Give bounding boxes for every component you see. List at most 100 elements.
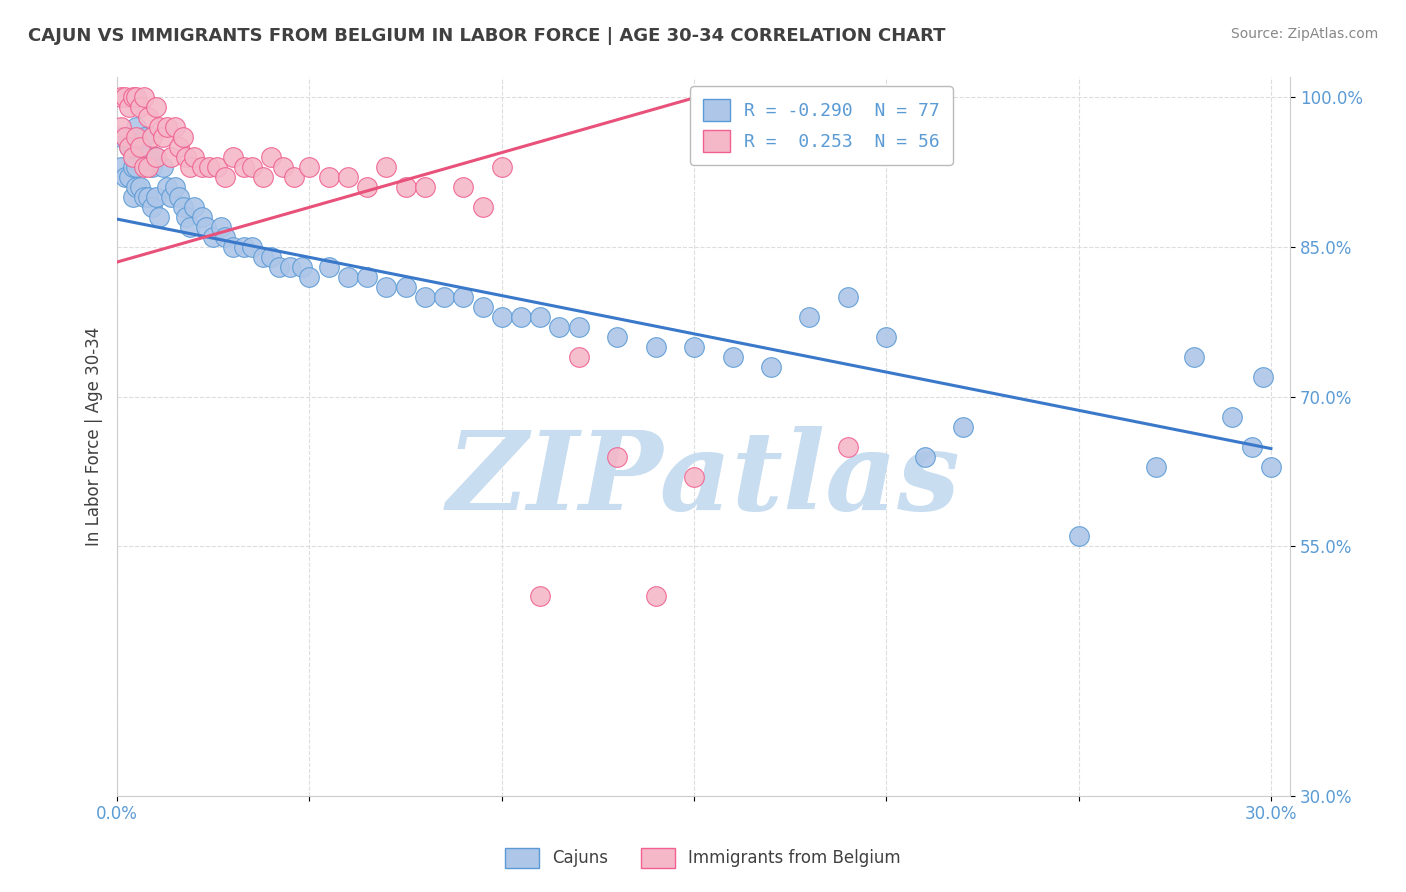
Point <box>148 210 170 224</box>
Point <box>471 300 494 314</box>
Point <box>198 160 221 174</box>
Point <box>271 160 294 174</box>
Point <box>214 230 236 244</box>
Point <box>110 130 132 145</box>
Point <box>336 270 359 285</box>
Point <box>837 440 859 454</box>
Legend: R = -0.290  N = 77, R =  0.253  N = 56: R = -0.290 N = 77, R = 0.253 N = 56 <box>690 87 953 165</box>
Point <box>160 150 183 164</box>
Point <box>214 170 236 185</box>
Point <box>110 120 132 135</box>
Point <box>152 160 174 174</box>
Point <box>394 280 416 294</box>
Point <box>606 450 628 464</box>
Point <box>453 290 475 304</box>
Point <box>132 90 155 104</box>
Point <box>375 160 398 174</box>
Point <box>433 290 456 304</box>
Point <box>145 100 167 114</box>
Point <box>240 240 263 254</box>
Point <box>125 120 148 135</box>
Point <box>453 180 475 194</box>
Point <box>205 160 228 174</box>
Point <box>260 150 283 164</box>
Point <box>156 180 179 194</box>
Point <box>209 220 232 235</box>
Point <box>129 100 152 114</box>
Point <box>145 190 167 204</box>
Y-axis label: In Labor Force | Age 30-34: In Labor Force | Age 30-34 <box>86 327 103 546</box>
Point <box>606 330 628 344</box>
Point <box>759 359 782 374</box>
Point <box>194 220 217 235</box>
Point <box>644 340 666 354</box>
Point <box>318 260 340 274</box>
Point <box>145 150 167 164</box>
Point <box>129 140 152 154</box>
Point <box>202 230 225 244</box>
Point <box>568 350 591 364</box>
Point <box>125 180 148 194</box>
Point <box>548 319 571 334</box>
Point <box>252 170 274 185</box>
Point <box>394 180 416 194</box>
Point <box>141 200 163 214</box>
Point <box>183 150 205 164</box>
Point <box>179 160 201 174</box>
Point <box>136 190 159 204</box>
Point <box>156 120 179 135</box>
Point <box>529 589 551 603</box>
Point <box>356 270 378 285</box>
Point <box>110 90 132 104</box>
Point <box>145 150 167 164</box>
Text: CAJUN VS IMMIGRANTS FROM BELGIUM IN LABOR FORCE | AGE 30-34 CORRELATION CHART: CAJUN VS IMMIGRANTS FROM BELGIUM IN LABO… <box>28 27 946 45</box>
Point <box>121 190 143 204</box>
Point <box>163 120 186 135</box>
Point <box>172 200 194 214</box>
Point <box>114 170 136 185</box>
Point <box>356 180 378 194</box>
Point <box>114 90 136 104</box>
Point <box>191 160 214 174</box>
Point <box>298 270 321 285</box>
Point <box>121 150 143 164</box>
Point <box>510 310 533 324</box>
Point <box>118 140 141 154</box>
Point <box>118 140 141 154</box>
Point <box>110 160 132 174</box>
Point <box>491 310 513 324</box>
Point <box>875 330 897 344</box>
Point <box>240 160 263 174</box>
Point <box>1260 459 1282 474</box>
Point <box>221 150 243 164</box>
Point <box>167 190 190 204</box>
Point <box>118 100 141 114</box>
Point <box>336 170 359 185</box>
Point <box>152 130 174 145</box>
Point <box>118 170 141 185</box>
Point <box>129 180 152 194</box>
Point <box>1067 529 1090 543</box>
Point <box>160 190 183 204</box>
Point <box>529 310 551 324</box>
Point <box>136 150 159 164</box>
Point <box>914 450 936 464</box>
Point <box>1251 369 1274 384</box>
Point <box>179 220 201 235</box>
Point <box>141 130 163 145</box>
Point <box>260 250 283 264</box>
Point <box>176 210 198 224</box>
Point <box>233 240 256 254</box>
Point <box>1182 350 1205 364</box>
Point <box>298 160 321 174</box>
Point <box>568 319 591 334</box>
Point <box>1222 409 1244 424</box>
Text: ZIPatlas: ZIPatlas <box>447 426 960 533</box>
Point <box>121 90 143 104</box>
Point <box>1144 459 1167 474</box>
Point <box>683 469 706 483</box>
Point <box>183 200 205 214</box>
Point <box>471 200 494 214</box>
Point <box>1240 440 1263 454</box>
Point <box>136 160 159 174</box>
